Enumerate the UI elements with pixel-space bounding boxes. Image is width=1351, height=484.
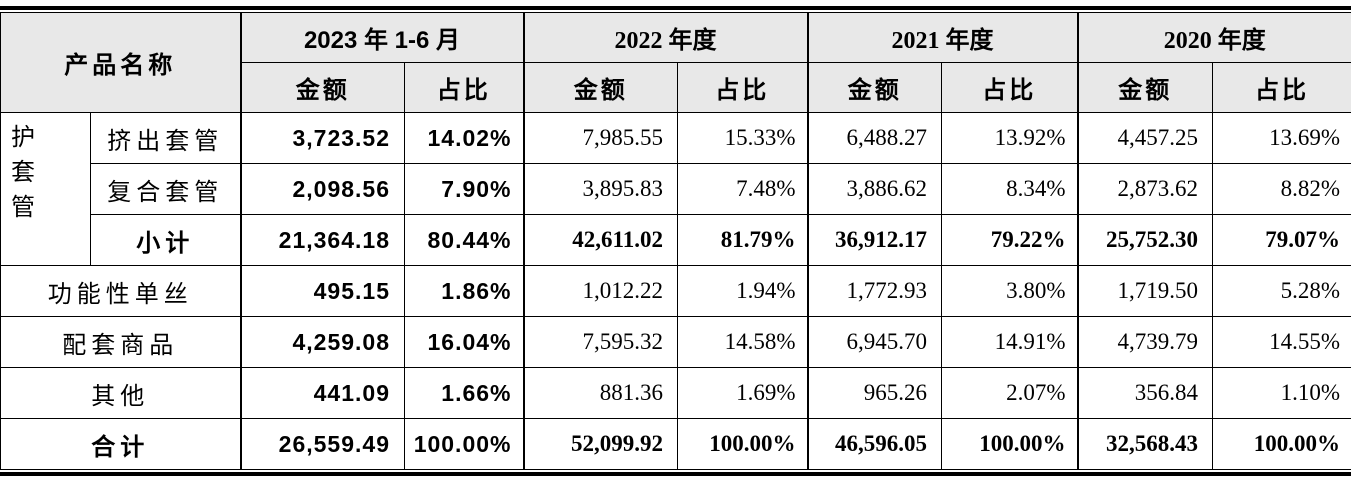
row-label: 小计 <box>90 214 241 266</box>
ratio-2020: 100.00% <box>1212 418 1351 470</box>
ratio-2020: 79.07% <box>1212 214 1351 266</box>
amount-2023: 441.09 <box>239 367 405 419</box>
ratio-2022: 1.94% <box>677 265 808 317</box>
table-row-composite-casing: 复合套管 2,098.56 7.90% 3,895.83 7.48% 3,886… <box>1 163 1351 215</box>
ratio-2022: 100.00% <box>677 418 808 470</box>
ratio-2022: 14.58% <box>677 316 808 368</box>
amount-2022: 7,595.32 <box>522 316 678 368</box>
table-row-subtotal: 小计 21,364.18 80.44% 42,611.02 81.79% 36,… <box>1 214 1351 266</box>
ratio-2021: 8.34% <box>941 163 1078 215</box>
ratio-2021: 79.22% <box>941 214 1078 266</box>
table-row-functional-monofilament: 功能性单丝 495.15 1.86% 1,012.22 1.94% 1,772.… <box>0 265 1351 317</box>
ratio-header-2021: 占比 <box>941 62 1078 113</box>
ratio-2023: 14.02% <box>404 112 524 164</box>
ratio-header-2020: 占比 <box>1212 62 1351 113</box>
period-header-2023: 2023 年 1-6 月 <box>239 12 524 63</box>
amount-2022: 52,099.92 <box>522 418 678 470</box>
amount-header-2023: 金额 <box>239 62 405 113</box>
period-header-2022: 2022 年度 <box>522 12 808 63</box>
ratio-2022: 15.33% <box>677 112 808 164</box>
ratio-2023: 16.04% <box>404 316 524 368</box>
amount-2022: 1,012.22 <box>522 265 678 317</box>
ratio-2023: 80.44% <box>404 214 524 266</box>
header-row-measures: 金额 占比 金额 占比 金额 占比 金额 占比 <box>1 62 1351 113</box>
ratio-2021: 100.00% <box>941 418 1078 470</box>
amount-2020: 25,752.30 <box>1076 214 1213 266</box>
amount-2021: 1,772.93 <box>806 265 942 317</box>
ratio-2020: 1.10% <box>1212 367 1351 419</box>
revenue-breakdown-table: 产品名称 2023 年 1-6 月 2022 年度 2021 年度 2020 年… <box>0 6 1351 476</box>
amount-2021: 965.26 <box>806 367 942 419</box>
group-label-sheath-tube: 护 套 管 <box>0 112 91 266</box>
amount-2022: 7,985.55 <box>522 112 678 164</box>
amount-2021: 46,596.05 <box>806 418 942 470</box>
ratio-2023: 7.90% <box>404 163 524 215</box>
amount-header-2020: 金额 <box>1076 62 1213 113</box>
row-label: 复合套管 <box>90 163 241 215</box>
amount-2021: 6,945.70 <box>806 316 942 368</box>
period-header-2020: 2020 年度 <box>1076 12 1351 63</box>
amount-2022: 42,611.02 <box>522 214 678 266</box>
row-label: 功能性单丝 <box>0 265 241 317</box>
row-label: 配套商品 <box>0 316 241 368</box>
amount-header-2022: 金额 <box>522 62 678 113</box>
amount-2023: 4,259.08 <box>239 316 405 368</box>
ratio-2021: 13.92% <box>941 112 1078 164</box>
amount-2020: 356.84 <box>1076 367 1213 419</box>
ratio-2021: 2.07% <box>941 367 1078 419</box>
ratio-2020: 13.69% <box>1212 112 1351 164</box>
row-label: 合计 <box>0 418 241 470</box>
amount-2021: 3,886.62 <box>806 163 942 215</box>
amount-2023: 495.15 <box>239 265 405 317</box>
product-revenue-table: 产品名称 2023 年 1-6 月 2022 年度 2021 年度 2020 年… <box>0 12 1351 470</box>
ratio-2022: 1.69% <box>677 367 808 419</box>
ratio-2023: 1.66% <box>404 367 524 419</box>
ratio-2021: 14.91% <box>941 316 1078 368</box>
table-row-other: 其他 441.09 1.66% 881.36 1.69% 965.26 2.07… <box>0 367 1351 419</box>
amount-2022: 881.36 <box>522 367 678 419</box>
ratio-2020: 14.55% <box>1212 316 1351 368</box>
header-row-periods: 产品名称 2023 年 1-6 月 2022 年度 2021 年度 2020 年… <box>0 12 1351 113</box>
amount-header-2021: 金额 <box>806 62 942 113</box>
table-row-total: 合计 26,559.49 100.00% 52,099.92 100.00% 4… <box>0 418 1351 470</box>
period-header-2021: 2021 年度 <box>806 12 1078 63</box>
ratio-2022: 81.79% <box>677 214 808 266</box>
amount-2023: 26,559.49 <box>239 418 405 470</box>
amount-2020: 2,873.62 <box>1076 163 1213 215</box>
table-row-extruded-casing: 护 套 管 挤出套管 3,723.52 14.02% 7,985.55 15.3… <box>0 112 1351 266</box>
amount-2021: 6,488.27 <box>806 112 942 164</box>
ratio-header-2022: 占比 <box>677 62 808 113</box>
ratio-2020: 5.28% <box>1212 265 1351 317</box>
amount-2020: 4,457.25 <box>1076 112 1213 164</box>
amount-2022: 3,895.83 <box>522 163 678 215</box>
row-label: 挤出套管 <box>90 112 241 164</box>
ratio-2023: 1.86% <box>404 265 524 317</box>
amount-2020: 4,739.79 <box>1076 316 1213 368</box>
ratio-2022: 7.48% <box>677 163 808 215</box>
product-name-header: 产品名称 <box>0 12 241 113</box>
ratio-2020: 8.82% <box>1212 163 1351 215</box>
ratio-header-2023: 占比 <box>404 62 524 113</box>
table-row-supporting-goods: 配套商品 4,259.08 16.04% 7,595.32 14.58% 6,9… <box>0 316 1351 368</box>
amount-2023: 3,723.52 <box>239 112 405 164</box>
amount-2023: 2,098.56 <box>239 163 405 215</box>
amount-2023: 21,364.18 <box>239 214 405 266</box>
amount-2020: 32,568.43 <box>1076 418 1213 470</box>
ratio-2023: 100.00% <box>404 418 524 470</box>
ratio-2021: 3.80% <box>941 265 1078 317</box>
amount-2020: 1,719.50 <box>1076 265 1213 317</box>
amount-2021: 36,912.17 <box>806 214 942 266</box>
row-label: 其他 <box>0 367 241 419</box>
